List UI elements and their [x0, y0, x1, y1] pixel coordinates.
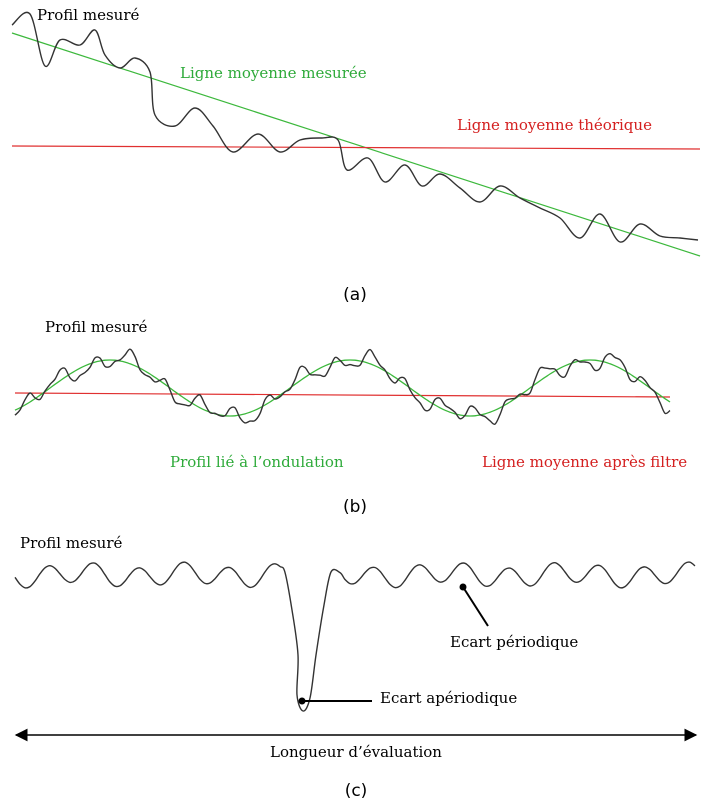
profile-label: Profil mesuré — [20, 534, 122, 552]
measured-mean-line — [11, 32, 701, 257]
measured-mean-label: Ligne moyenne mesurée — [180, 64, 367, 82]
caption: (b) — [343, 497, 367, 517]
theoretical-mean-line — [11, 145, 701, 150]
profile-label: Profil mesuré — [37, 6, 139, 24]
pointer — [462, 586, 489, 627]
length-label: Longueur d’évaluation — [270, 743, 442, 761]
theoretical-mean-label: Ligne moyenne théorique — [457, 116, 652, 134]
profile-c — [14, 561, 696, 712]
aperiodic-label: Ecart apériodique — [380, 689, 517, 707]
profile-b — [14, 348, 671, 425]
caption: (c) — [345, 781, 368, 801]
profile-a — [11, 11, 699, 243]
waviness-label: Profil lié à l’ondulation — [170, 453, 344, 471]
filtered-mean-line — [14, 392, 671, 398]
waviness-profile — [14, 359, 671, 417]
profile-label: Profil mesuré — [45, 318, 147, 336]
caption: (a) — [343, 285, 367, 305]
periodic-label: Ecart périodique — [450, 633, 578, 651]
filtered-mean-label: Ligne moyenne après filtre — [482, 453, 687, 471]
